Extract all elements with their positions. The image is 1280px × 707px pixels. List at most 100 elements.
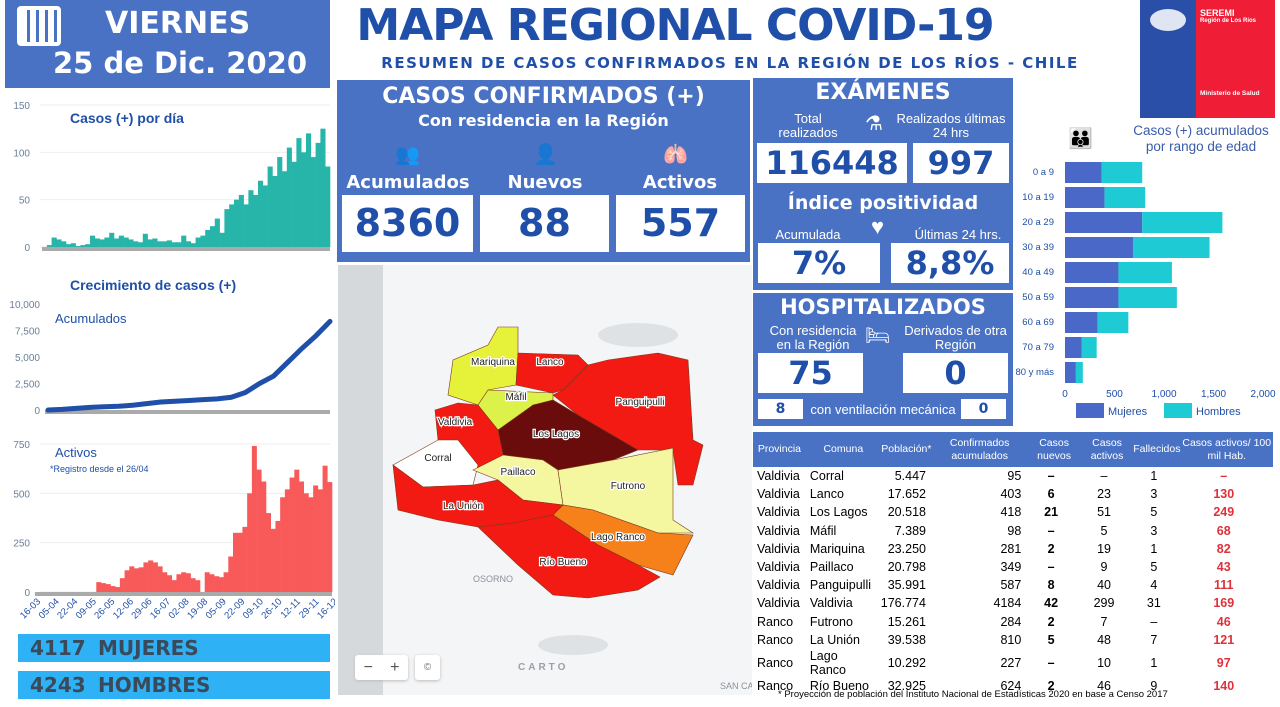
examenes-title: EXÁMENES (815, 80, 951, 105)
bar (166, 240, 172, 247)
region-río-bueno[interactable] (477, 514, 661, 599)
activos-cell: 23 (1097, 487, 1111, 502)
provincia-cell: Ranco (757, 632, 794, 647)
bar (247, 493, 253, 592)
legend-swatch (1164, 403, 1192, 418)
city-label-osorno: OSORNO (473, 574, 513, 584)
y-tick-label: 250 (13, 539, 30, 550)
x-axis (45, 410, 330, 414)
age-bar-hombres (1081, 337, 1097, 358)
activos-cell: 19 (1097, 541, 1111, 556)
mujeres-label: MUJERES (98, 636, 199, 660)
zoom-in-button[interactable]: + (390, 658, 400, 676)
age-bar-mujeres (1065, 212, 1143, 233)
bar (270, 528, 276, 592)
carto-attribution: CARTO (518, 662, 568, 673)
hosp-derivados-value: 0 (903, 353, 1008, 393)
comunas-table: Provincia Comuna Población* Confirmados acu… (753, 432, 1273, 695)
region-label: Paillaco (500, 467, 535, 478)
bar (195, 237, 201, 247)
series-label: Acumulados (55, 311, 127, 326)
table-row: Valdivia Máfil 7.389 98 – 5 3 68 (753, 522, 1273, 540)
y-tick-label: 100 (13, 148, 30, 159)
region-label: Panguipulli (616, 397, 665, 408)
confirmados-cell: 95 (1007, 469, 1022, 484)
x-tick-label: 12-11 (279, 596, 303, 620)
region-map[interactable]: Mariquina Lanco Panguipulli Máfil Los Lagos V… (338, 265, 752, 695)
hospital-bed-icon: 🛏 (865, 325, 891, 347)
poblacion-cell: 17.652 (887, 487, 926, 502)
x-axis (42, 247, 330, 251)
bar (266, 513, 272, 592)
bar (66, 244, 72, 247)
zoom-out-button[interactable]: − (363, 658, 373, 676)
age-bar-hombres (1075, 362, 1083, 383)
bar (262, 185, 268, 247)
table-row: Ranco Río Bueno 32.925 624 2 46 9 140 (753, 677, 1273, 695)
age-category-label: 40 a 49 (1022, 267, 1054, 278)
nuevos-cell: 2 (1047, 541, 1055, 556)
region-label: Futrono (611, 481, 646, 492)
age-bar-hombres (1097, 312, 1129, 333)
confirmados-cell: 403 (1000, 487, 1022, 502)
bar (224, 209, 230, 247)
bar (251, 445, 257, 592)
bar (186, 241, 192, 247)
column-header: Población* (880, 432, 932, 467)
bar (171, 580, 177, 592)
nuevos-cell: 8 (1047, 578, 1055, 593)
tasa-activos-cell: 140 (1213, 678, 1235, 693)
map-canvas[interactable]: Mariquina Lanco Panguipulli Máfil Los Lagos V… (338, 265, 752, 695)
bar (214, 576, 220, 592)
bar (128, 239, 134, 247)
confirmados-cell: 418 (1000, 505, 1022, 520)
bar (90, 235, 96, 247)
activos-cell: 48 (1097, 632, 1111, 647)
chart-note: *Registro desde el 26/04 (50, 464, 149, 474)
data-point (201, 397, 206, 402)
attribution-button[interactable]: © (415, 655, 440, 680)
nuevos-cell: – (1047, 655, 1055, 670)
city-label-san-carlos: SAN CA (720, 681, 752, 691)
y-tick-label: 5,000 (15, 353, 40, 364)
seremi-logo: SEREMI Región de Los Ríos Ministerio de Sa… (1140, 0, 1275, 118)
bar (303, 493, 309, 592)
date-panel: VIERNES 25 de Dic. 2020 (5, 0, 330, 88)
age-bar-mujeres (1065, 162, 1102, 183)
provincia-cell: Valdivia (757, 469, 800, 484)
bar (299, 481, 305, 592)
confirmados-cell: 227 (1000, 655, 1022, 670)
data-point (172, 399, 177, 404)
region-label: Lanco (536, 357, 564, 368)
bar (320, 128, 326, 247)
provincia-cell: Valdivia (757, 505, 800, 520)
bar (138, 242, 144, 247)
acumulados-label: Acumulados (346, 172, 470, 193)
bar (75, 246, 81, 247)
poblacion-cell: 15.261 (887, 614, 926, 629)
lake (598, 323, 678, 347)
daily-cases-chart: 0 50 100 150 Casos (+) por día (13, 101, 331, 254)
positividad-acumulada-value: 7% (758, 243, 880, 283)
bar (209, 574, 215, 592)
positividad-24h-value: 8,8% (891, 243, 1009, 283)
fallecidos-cell: 9 (1150, 678, 1158, 693)
bar (185, 573, 191, 592)
age-category-label: 30 a 39 (1022, 242, 1054, 253)
age-category-label: 50 a 59 (1022, 292, 1054, 303)
bar (275, 520, 281, 592)
data-point (116, 404, 121, 409)
bar (70, 243, 76, 247)
bar (228, 556, 234, 592)
chart-title: Casos (+) por día (70, 110, 184, 126)
tasa-activos-cell: 68 (1216, 523, 1231, 538)
bar (291, 161, 297, 247)
ultimas-label: Realizados últimas 24 hrs (896, 111, 1006, 140)
confirmados-cell: 810 (1000, 632, 1022, 647)
activos-value: 557 (616, 195, 745, 252)
tasa-activos-cell: 97 (1216, 655, 1231, 670)
data-point (257, 381, 262, 386)
data-point (271, 374, 276, 379)
region-label: La Unión (443, 501, 483, 512)
nuevos-cell: 2 (1047, 678, 1055, 693)
